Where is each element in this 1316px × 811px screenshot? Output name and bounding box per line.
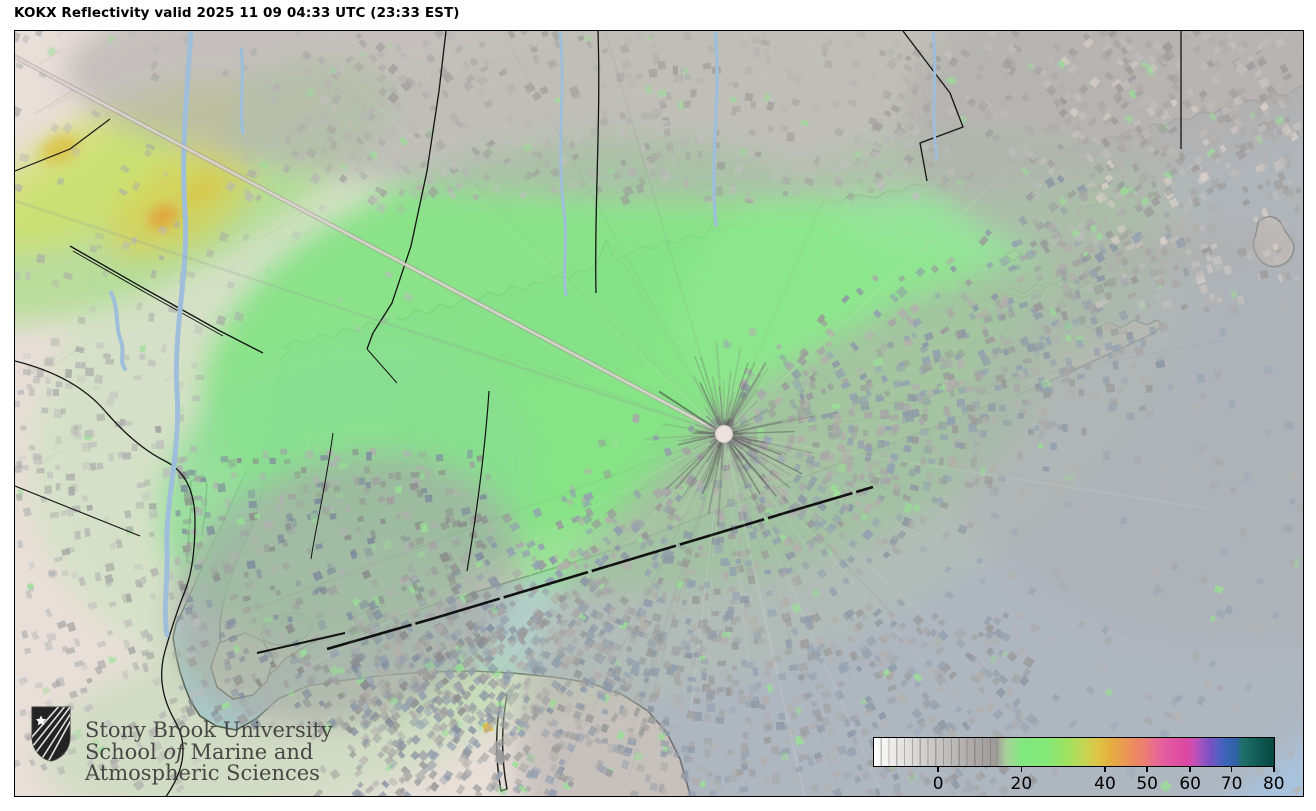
ground-clutter-spokes (260, 31, 1224, 796)
clutter-speckles (15, 31, 1303, 796)
radar-map (14, 30, 1304, 797)
radar-site-marker (714, 424, 734, 444)
beam-blockage-streaks (15, 54, 726, 437)
barrier-islands (256, 485, 874, 654)
radar-map-canvas (15, 31, 1303, 796)
page-title: KOKX Reflectivity valid 2025 11 09 04:33… (14, 5, 460, 21)
